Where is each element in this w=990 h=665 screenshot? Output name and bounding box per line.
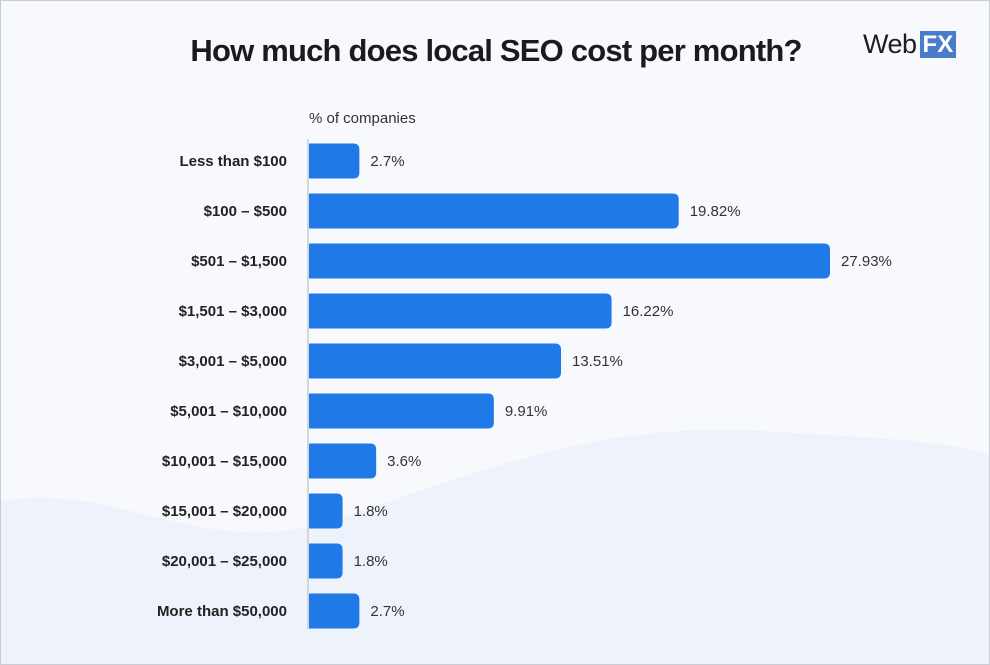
axis-label: % of companies <box>309 110 416 127</box>
bar <box>309 493 343 529</box>
webfx-logo: Web FX <box>863 29 957 60</box>
data-label: 3.6% <box>387 453 421 470</box>
data-label: 27.93% <box>841 253 892 270</box>
data-label: 1.8% <box>354 553 388 570</box>
category-label: More than $50,000 <box>157 603 287 620</box>
data-label: 2.7% <box>370 153 404 170</box>
category-label: $15,001 – $20,000 <box>162 503 287 520</box>
category-label: $3,001 – $5,000 <box>179 353 287 370</box>
chart-title: How much does local SEO cost per month? <box>190 33 802 68</box>
logo-web: Web <box>863 29 917 59</box>
bar <box>309 243 830 279</box>
logo-fx: FX <box>919 31 957 58</box>
data-label: 13.51% <box>572 353 623 370</box>
category-label: $1,501 – $3,000 <box>179 303 287 320</box>
data-label: 16.22% <box>623 303 674 320</box>
category-label: $5,001 – $10,000 <box>170 403 287 420</box>
category-label: $501 – $1,500 <box>191 253 287 270</box>
data-label: 2.7% <box>370 603 404 620</box>
bar <box>309 393 494 429</box>
category-label: $20,001 – $25,000 <box>162 553 287 570</box>
bar <box>309 193 679 229</box>
category-label: $10,001 – $15,000 <box>162 453 287 470</box>
category-label: Less than $100 <box>179 153 287 170</box>
bar <box>309 143 360 179</box>
bar <box>309 593 360 629</box>
data-label: 1.8% <box>354 503 388 520</box>
bar <box>309 543 343 579</box>
bar <box>309 443 377 479</box>
data-label: 9.91% <box>505 403 548 420</box>
category-label: $100 – $500 <box>204 203 287 220</box>
bar <box>309 343 562 379</box>
data-label: 19.82% <box>690 203 741 220</box>
bar <box>309 293 612 329</box>
